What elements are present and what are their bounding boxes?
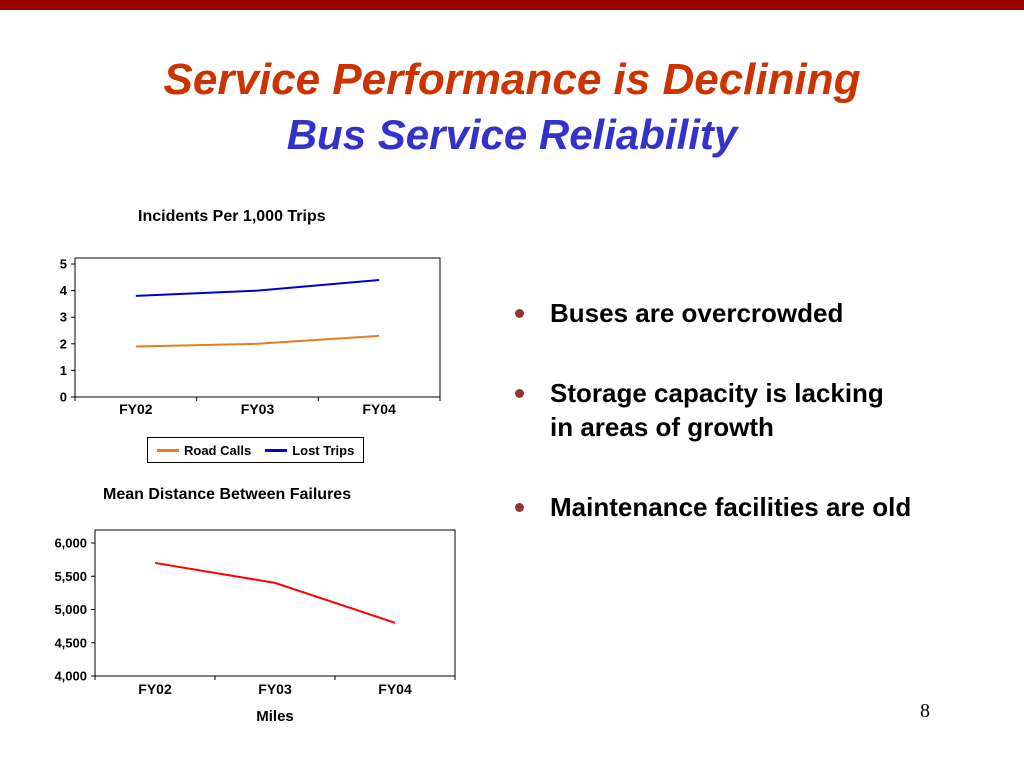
- incidents-chart-plot: 0 1 2 3 4 5 FY02 FY03 FY04: [60, 257, 441, 417]
- bullet-dot: [515, 309, 524, 318]
- bullet-list: Buses are overcrowded Storage capacity i…: [515, 296, 985, 524]
- bullet-text: Storage capacity is lacking in areas of …: [550, 378, 884, 442]
- slide-subtitle: Bus Service Reliability: [286, 111, 738, 158]
- mdbf-chart-plot: 4,000 4,500 5,000 5,500 6,000 FY02 FY03 FY04: [54, 529, 456, 697]
- svg-text:4,500: 4,500: [54, 635, 87, 650]
- incidents-chart-legend: Road Calls Lost Trips: [147, 437, 365, 463]
- bullet-item: Buses are overcrowded: [515, 296, 985, 330]
- svg-text:3: 3: [60, 310, 67, 325]
- road-calls-line-swatch: [157, 448, 179, 452]
- bullet-dot: [515, 503, 524, 512]
- page-number: 8: [920, 700, 930, 722]
- bullet-item: Maintenance facilities are old: [515, 490, 985, 524]
- svg-text:4: 4: [60, 283, 68, 298]
- mdbf-x-axis-label: Miles: [256, 708, 294, 725]
- svg-text:FY04: FY04: [362, 401, 396, 417]
- legend-label-road-calls: Road Calls: [184, 442, 252, 458]
- svg-text:FY04: FY04: [378, 681, 412, 697]
- legend-entry-road-calls: Road Calls: [157, 443, 251, 458]
- slide-title: Service Performance is Declining: [163, 55, 861, 104]
- bullet-item: Storage capacity is lacking in areas of …: [515, 376, 985, 444]
- legend-entry-lost-trips: Lost Trips: [265, 443, 354, 458]
- svg-text:4,000: 4,000: [54, 669, 87, 684]
- top-accent-bar: [0, 0, 1024, 10]
- svg-text:2: 2: [60, 336, 67, 351]
- svg-text:0: 0: [60, 390, 67, 405]
- svg-text:1: 1: [60, 363, 67, 378]
- lost-trips-line-swatch: [265, 448, 288, 452]
- bullet-text: Maintenance facilities are old: [550, 492, 912, 522]
- svg-text:5,000: 5,000: [54, 602, 87, 617]
- svg-text:FY02: FY02: [138, 681, 172, 697]
- bullet-dot: [515, 389, 524, 398]
- svg-text:5: 5: [60, 257, 67, 272]
- bullet-text: Buses are overcrowded: [550, 298, 844, 328]
- legend-label-lost-trips: Lost Trips: [292, 442, 355, 458]
- svg-text:FY02: FY02: [119, 401, 153, 417]
- svg-text:FY03: FY03: [258, 681, 292, 697]
- svg-text:5,500: 5,500: [54, 569, 87, 584]
- svg-text:FY03: FY03: [241, 401, 275, 417]
- mdbf-chart-title: Mean Distance Between Failures: [103, 486, 352, 503]
- svg-text:6,000: 6,000: [54, 536, 87, 551]
- incidents-chart-title: Incidents Per 1,000 Trips: [138, 208, 326, 225]
